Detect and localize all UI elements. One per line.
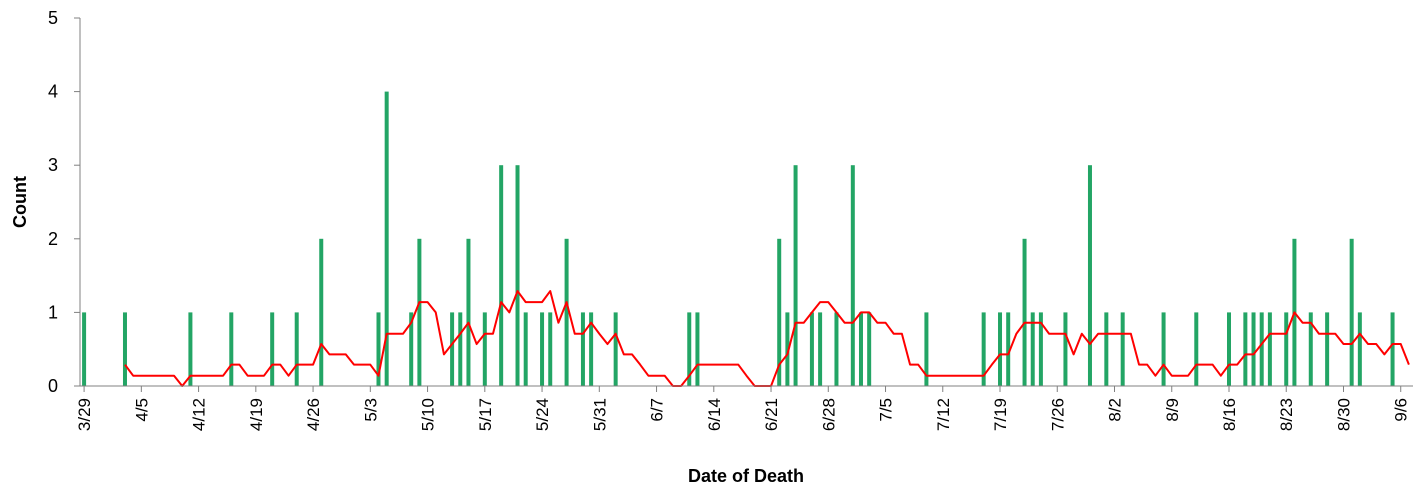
x-tick-label: 4/12 xyxy=(190,398,209,431)
x-tick-label: 6/28 xyxy=(819,398,838,431)
bar xyxy=(499,165,504,386)
x-tick-label: 6/14 xyxy=(705,398,724,431)
bar xyxy=(482,312,487,386)
bar xyxy=(580,312,585,386)
bar xyxy=(294,312,299,386)
bar xyxy=(82,312,87,386)
bar xyxy=(924,312,929,386)
bar xyxy=(450,312,455,386)
bar xyxy=(867,312,872,386)
y-tick-label: 2 xyxy=(48,229,58,249)
bar xyxy=(1284,312,1289,386)
x-tick-label: 5/17 xyxy=(476,398,495,431)
bar xyxy=(834,312,839,386)
bar xyxy=(540,312,545,386)
x-tick-label: 7/26 xyxy=(1048,398,1067,431)
bar xyxy=(613,312,618,386)
bar xyxy=(1104,312,1109,386)
bar xyxy=(1251,312,1256,386)
bar xyxy=(777,238,782,386)
x-tick-label: 8/9 xyxy=(1163,398,1182,422)
bar xyxy=(1120,312,1125,386)
bar xyxy=(1349,238,1354,386)
y-tick-label: 4 xyxy=(48,82,58,102)
bar xyxy=(409,312,414,386)
x-tick-label: 3/29 xyxy=(75,398,94,431)
bar xyxy=(188,312,193,386)
bar xyxy=(270,312,275,386)
y-tick-label: 3 xyxy=(48,155,58,175)
x-tick-labels: 3/29 4/5 4/12 4/19 4/26 5/3 5/10 5/17 5/24 5/31 6/… xyxy=(75,386,1411,431)
bar xyxy=(981,312,986,386)
x-axis-title: Date of Death xyxy=(688,466,804,486)
x-tick-label: 6/7 xyxy=(648,398,667,422)
x-tick-label: 4/26 xyxy=(304,398,323,431)
y-tick-label: 0 xyxy=(48,376,58,396)
x-tick-label: 5/31 xyxy=(590,398,609,431)
x-tick-label: 9/6 xyxy=(1392,398,1411,422)
bar xyxy=(858,312,863,386)
bar xyxy=(466,238,471,386)
bar xyxy=(1390,312,1395,386)
bar xyxy=(1226,312,1231,386)
axes xyxy=(79,18,1413,387)
x-tick-label: 5/10 xyxy=(419,398,438,431)
bar xyxy=(523,312,528,386)
x-tick-label: 7/19 xyxy=(991,398,1010,431)
bar xyxy=(548,312,553,386)
bar xyxy=(850,165,855,386)
x-tick-label: 8/2 xyxy=(1106,398,1125,422)
bar xyxy=(1030,312,1035,386)
bar xyxy=(818,312,823,386)
bar xyxy=(564,238,569,386)
bar xyxy=(1357,312,1362,386)
bar xyxy=(1038,312,1043,386)
bar xyxy=(384,91,389,386)
bar xyxy=(1063,312,1068,386)
bar xyxy=(319,238,324,386)
bar xyxy=(1006,312,1011,386)
y-tick-labels: 0 1 2 3 4 5 xyxy=(48,8,80,396)
x-tick-label: 6/21 xyxy=(762,398,781,431)
bar xyxy=(1325,312,1330,386)
bar xyxy=(515,165,520,386)
x-tick-label: 5/3 xyxy=(361,398,380,422)
bar xyxy=(793,165,798,386)
bar xyxy=(122,312,127,386)
bar xyxy=(695,312,700,386)
bar xyxy=(1022,238,1027,386)
line-series xyxy=(124,290,1410,387)
x-tick-label: 4/19 xyxy=(247,398,266,431)
bar xyxy=(1243,312,1248,386)
bar-series xyxy=(82,91,1395,386)
bar xyxy=(1087,165,1092,386)
x-tick-label: 8/30 xyxy=(1334,398,1353,431)
bar xyxy=(1259,312,1264,386)
bar xyxy=(1267,312,1272,386)
bar xyxy=(458,312,463,386)
bar xyxy=(785,312,790,386)
y-axis-title: Count xyxy=(10,176,30,228)
y-tick-label: 5 xyxy=(48,8,58,28)
bar xyxy=(1308,312,1313,386)
bar xyxy=(998,312,1003,386)
bar xyxy=(589,312,594,386)
x-tick-label: 8/23 xyxy=(1277,398,1296,431)
bar xyxy=(376,312,381,386)
x-tick-label: 7/12 xyxy=(934,398,953,431)
bar xyxy=(229,312,234,386)
x-tick-label: 5/24 xyxy=(533,398,552,431)
bar xyxy=(1161,312,1166,386)
moving-average-line xyxy=(124,290,1410,387)
bar xyxy=(417,238,422,386)
x-tick-label: 8/16 xyxy=(1220,398,1239,431)
bar xyxy=(809,312,814,386)
y-tick-label: 1 xyxy=(48,302,58,322)
bar xyxy=(1194,312,1199,386)
bar xyxy=(687,312,692,386)
x-tick-label: 4/5 xyxy=(132,398,151,422)
x-tick-label: 7/5 xyxy=(877,398,896,422)
